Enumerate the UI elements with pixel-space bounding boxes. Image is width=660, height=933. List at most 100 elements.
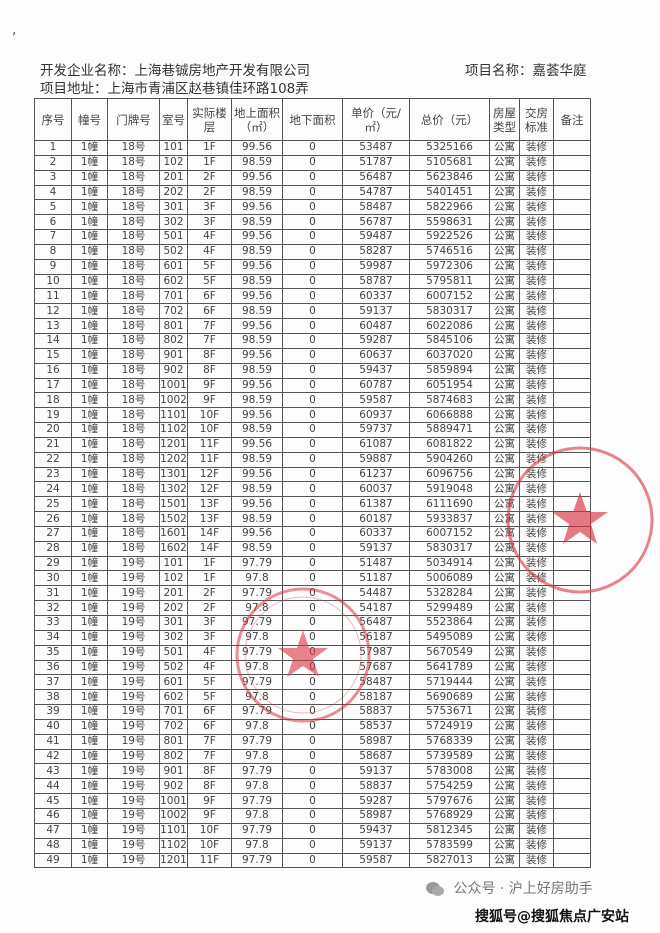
table-cell: 901 (159, 763, 188, 780)
table-cell: 6007152 (409, 525, 490, 542)
table-cell (553, 199, 591, 216)
table-cell: 98.59 (231, 332, 283, 349)
table-cell: 99.56 (231, 288, 283, 305)
table-cell: 18 (34, 392, 72, 409)
table-cell: 5783599 (409, 837, 490, 854)
table-cell: 5F (187, 273, 232, 290)
table-cell: 99.56 (231, 377, 283, 394)
table-cell: 1幢 (71, 763, 108, 780)
table-cell: 公寓 (489, 733, 520, 750)
table-cell: 5922526 (409, 229, 490, 245)
table-cell: 5753671 (409, 704, 490, 720)
table-cell: 公寓 (489, 674, 520, 691)
table-cell: 18号 (107, 466, 160, 483)
table-cell: 102 (159, 154, 188, 171)
table-row: 12 1幢 18号 702 6F 98.59 0 59137 5830317 公寓 装修 (34, 303, 591, 320)
table-cell: 0 (282, 600, 343, 616)
table-cell: 1幢 (71, 496, 108, 513)
table-cell: 0 (282, 318, 343, 334)
table-cell: 装修 (519, 733, 554, 750)
table-cell: 1幢 (71, 481, 108, 498)
table-cell: 99.56 (231, 258, 283, 275)
table-cell: 0 (282, 451, 343, 468)
table-cell: 0 (282, 466, 343, 483)
table-cell: 97.8 (231, 778, 283, 795)
table-cell: 58487 (342, 674, 410, 691)
table-cell: 公寓 (489, 822, 520, 839)
table-cell: 29 (34, 555, 72, 572)
table-cell: 6F (187, 303, 232, 320)
table-cell: 801 (159, 733, 188, 750)
table-cell: 公寓 (489, 570, 520, 587)
table-cell: 60337 (342, 288, 410, 305)
table-cell: 19 (34, 407, 72, 424)
table-cell: 501 (159, 229, 188, 245)
table-cell: 201 (159, 169, 188, 186)
table-cell: 公寓 (489, 837, 520, 854)
table-cell: 9F (187, 392, 232, 409)
table-cell: 99.56 (231, 199, 283, 216)
table-cell: 21 (34, 436, 72, 453)
table-cell: 0 (282, 689, 343, 706)
column-header: 总价（元） (409, 98, 490, 141)
table-cell: 99.56 (231, 229, 283, 245)
table-cell: 0 (282, 243, 343, 260)
table-cell: 301 (159, 615, 188, 631)
table-cell: 1幢 (71, 793, 108, 809)
table-cell: 10F (187, 422, 232, 438)
table-row: 23 1幢 18号 1301 12F 99.56 0 61237 6096756 公寓 装修 (34, 466, 591, 483)
table-cell: 61087 (342, 436, 410, 453)
table-cell: 9F (187, 377, 232, 394)
table-cell: 5889471 (409, 422, 490, 438)
price-table: 序号 幢号 门牌号 室号 实际楼层 地上面积（㎡） 地下面积 单价（元/㎡） 总价（元） 房屋类型… (34, 98, 591, 869)
table-cell: 1幢 (71, 154, 108, 171)
table-cell: 10 (34, 273, 72, 290)
table-cell (553, 451, 591, 468)
table-cell: 18号 (107, 392, 160, 409)
table-cell: 1幢 (71, 555, 108, 572)
table-cell: 19号 (107, 629, 160, 646)
table-cell: 602 (159, 689, 188, 706)
table-cell: 61387 (342, 496, 410, 513)
table-cell: 18号 (107, 199, 160, 216)
table-cell: 0 (282, 659, 343, 676)
table-cell: 公寓 (489, 600, 520, 616)
table-cell: 18号 (107, 332, 160, 349)
table-cell: 5822966 (409, 199, 490, 216)
table-cell: 23 (34, 466, 72, 483)
table-cell: 1幢 (71, 407, 108, 424)
table-cell: 11F (187, 436, 232, 453)
table-cell: 802 (159, 748, 188, 765)
table-cell: 1幢 (71, 570, 108, 587)
table-cell (553, 511, 591, 527)
table-row: 45 1幢 19号 1001 9F 97.79 0 59287 5797676 公寓 装修 (34, 793, 591, 809)
table-row: 2 1幢 18号 102 1F 98.59 0 51787 5105681 公寓 装修 (34, 154, 591, 171)
table-cell: 5034914 (409, 555, 490, 572)
table-cell: 99.56 (231, 525, 283, 542)
table-cell: 装修 (519, 644, 554, 661)
table-cell (553, 422, 591, 438)
table-cell: 53487 (342, 140, 410, 156)
table-cell: 1幢 (71, 733, 108, 750)
table-cell: 5F (187, 689, 232, 706)
table-cell: 24 (34, 481, 72, 498)
table-cell: 59137 (342, 540, 410, 557)
table-cell: 装修 (519, 451, 554, 468)
table-cell: 6066888 (409, 407, 490, 424)
table-cell: 1602 (159, 540, 188, 557)
table-cell: 5006089 (409, 570, 490, 587)
table-cell: 97.8 (231, 748, 283, 765)
table-cell: 1F (187, 154, 232, 171)
table-cell: 5495089 (409, 629, 490, 646)
table-cell: 30 (34, 570, 72, 587)
table-cell: 1幢 (71, 243, 108, 260)
table-cell: 装修 (519, 718, 554, 735)
table-cell: 装修 (519, 303, 554, 320)
table-cell: 99.56 (231, 407, 283, 424)
table-cell: 0 (282, 525, 343, 542)
developer-name: 开发企业名称：上海巷铖房地产开发有限公司 (40, 63, 310, 79)
table-cell: 装修 (519, 540, 554, 557)
table-cell: 99.56 (231, 436, 283, 453)
table-cell: 0 (282, 258, 343, 275)
